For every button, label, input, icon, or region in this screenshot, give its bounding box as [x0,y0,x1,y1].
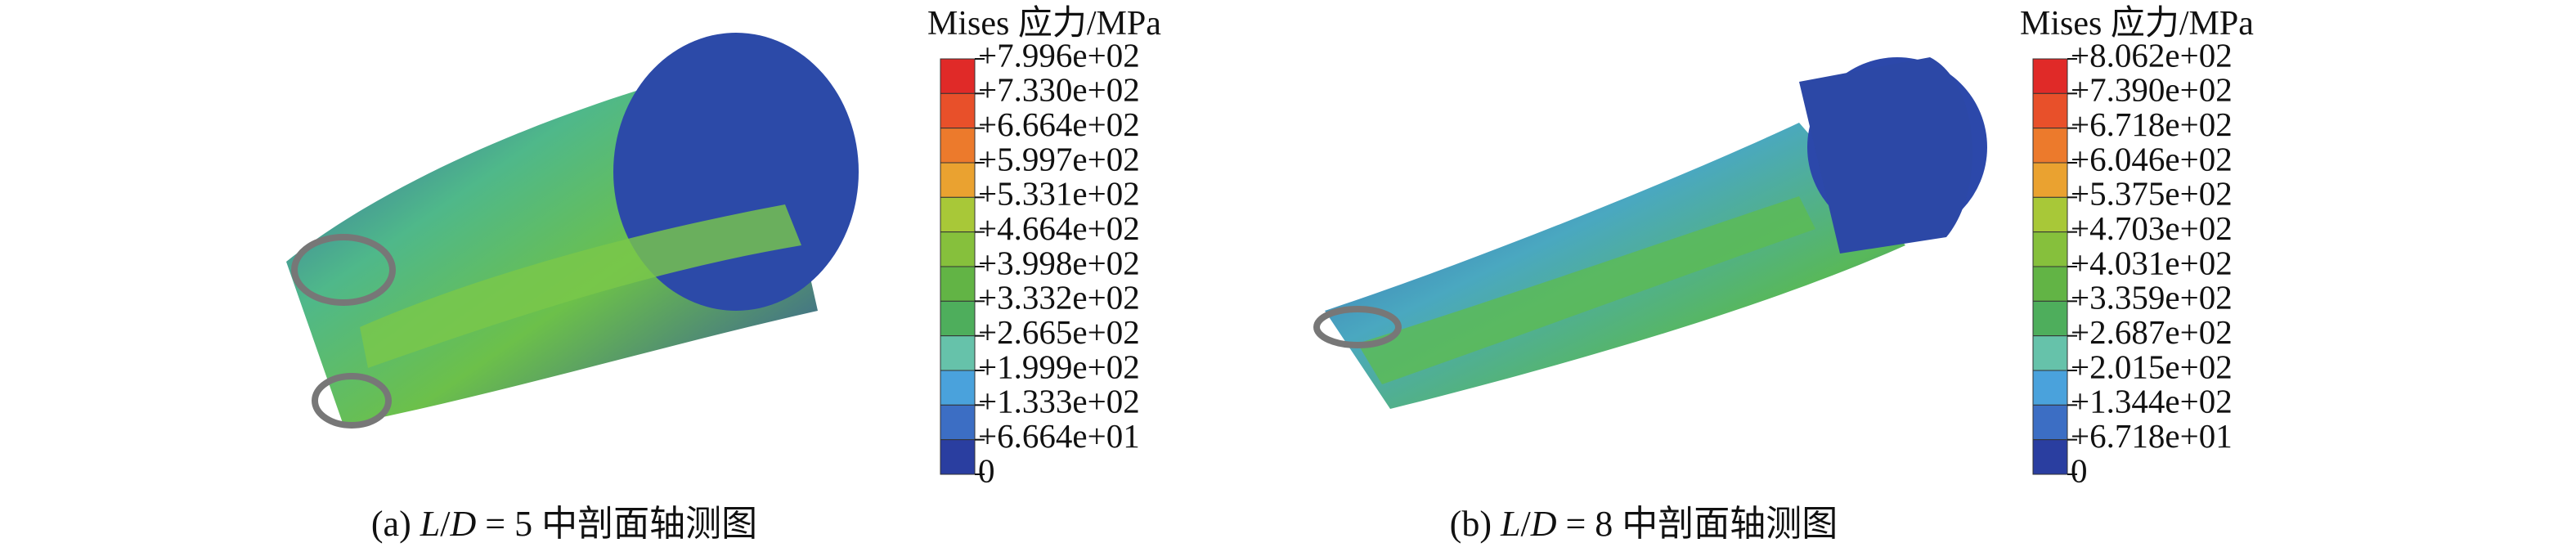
color-band [940,58,976,94]
caption-part: L [420,504,440,544]
model-a [286,33,859,429]
color-band [940,92,976,129]
color-band [940,404,976,441]
inner-face [360,204,801,368]
color-band [2032,439,2068,475]
inner-face [1358,196,1815,384]
color-band [2032,370,2068,406]
legend-label: +4.031e+02 [2071,244,2233,281]
caption: (b) L/D = 8 中剖面轴测图 [1450,504,1838,544]
legend-label: +7.996e+02 [978,36,1140,74]
legend: Mises 应力/MPa+8.062e+02+7.390e+02+6.718e+… [2020,4,2254,489]
color-band [2032,92,2068,129]
color-band [940,370,976,406]
color-band [2032,162,2068,198]
color-band [940,266,976,302]
color-band [940,335,976,371]
legend-label: +3.998e+02 [978,244,1140,281]
model-b [1313,57,1987,409]
color-band [2032,231,2068,267]
tube-rim [1313,306,1402,348]
legend-title: Mises 应力/MPa [927,4,1161,43]
caption-part: (b) [1450,504,1501,544]
color-band [2032,300,2068,337]
caption-part: = 8 中剖面轴测图 [1556,504,1838,544]
color-band [940,300,976,337]
legend-label: +3.332e+02 [978,279,1140,316]
color-band [2032,335,2068,371]
caption-part: D [1530,504,1557,544]
legend-label: +7.390e+02 [2071,71,2233,109]
legend-label: +6.046e+02 [2071,140,2233,177]
tube-rim [291,234,396,306]
legend-label: +4.703e+02 [2071,209,2233,247]
color-band [2032,266,2068,302]
caption-part: (a) [371,504,420,544]
legend-label: +7.330e+02 [978,71,1140,109]
cylinder-body [1799,57,1973,254]
caption-part: / [440,504,451,544]
legend-label: +2.687e+02 [2071,313,2233,351]
legend-label: +6.664e+01 [978,417,1140,455]
color-band [940,128,976,164]
color-band [2032,196,2068,233]
legend-label: +2.665e+02 [978,313,1140,351]
legend-label: 0 [978,451,995,489]
tube-rim [312,373,392,429]
legend-label: +6.718e+01 [2071,417,2233,455]
caption-part: L [1500,504,1520,544]
legend: Mises 应力/MPa+7.996e+02+7.330e+02+6.664e+… [927,4,1161,489]
color-band [940,196,976,233]
caption-part: / [1520,504,1531,544]
legend-label: +2.015e+02 [2071,348,2233,385]
color-band [940,439,976,475]
legend-label: +1.999e+02 [978,348,1140,385]
legend-label: 0 [2071,451,2088,489]
caption-part: = 5 中剖面轴测图 [476,504,757,544]
legend-label: +1.344e+02 [2071,383,2233,420]
legend-title: Mises 应力/MPa [2020,4,2254,43]
legend-label: +1.333e+02 [978,383,1140,420]
legend-label: +6.718e+02 [2071,105,2233,143]
color-band [940,162,976,198]
legend-label: +5.331e+02 [978,175,1140,213]
caption: (a) L/D = 5 中剖面轴测图 [371,504,757,544]
legend-label: +8.062e+02 [2071,36,2233,74]
legend-label: +6.664e+02 [978,105,1140,143]
legend-label: +4.664e+02 [978,209,1140,247]
legend-label: +5.997e+02 [978,140,1140,177]
caption-part: D [449,504,476,544]
legend-label: +3.359e+02 [2071,279,2233,316]
color-band [2032,404,2068,441]
legend-label: +5.375e+02 [2071,175,2233,213]
color-band [2032,58,2068,94]
color-band [940,231,976,267]
color-band [2032,128,2068,164]
